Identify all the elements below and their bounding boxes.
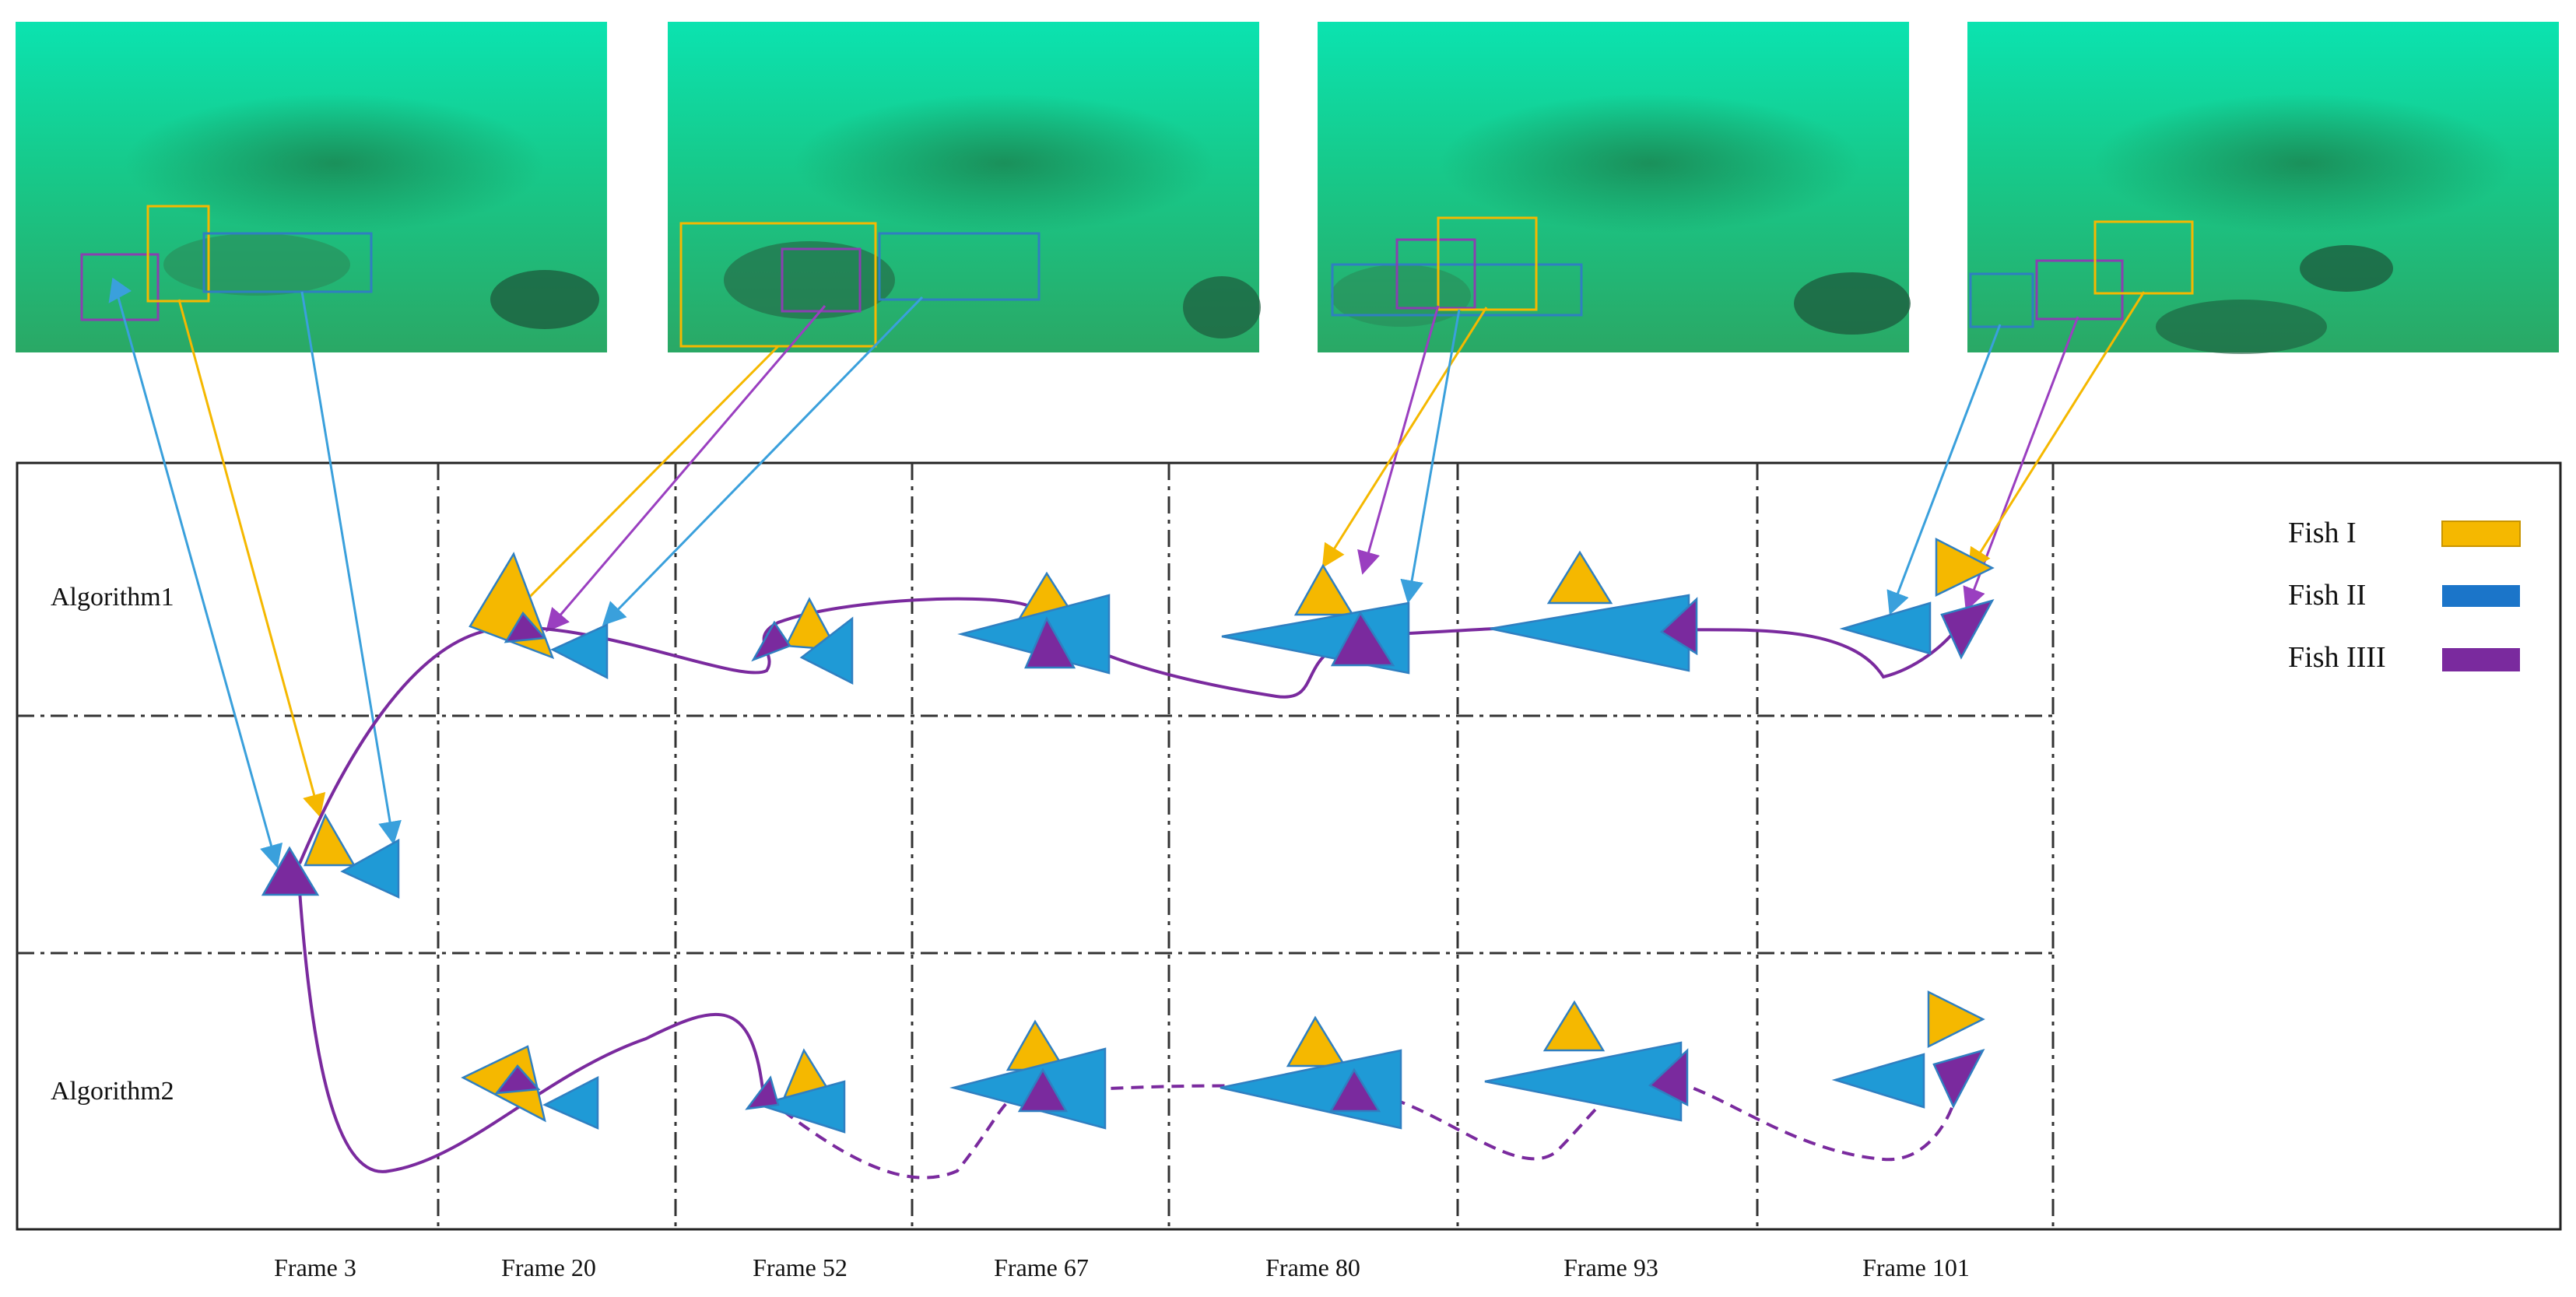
row-label-algorithm2: Algorithm2 [51, 1077, 174, 1106]
fish-ii-marker [340, 838, 400, 899]
snapshot-1 [16, 22, 607, 352]
row-label-algorithm1: Algorithm1 [51, 583, 174, 612]
grid-row-dividers [17, 714, 2055, 955]
frame-labels: Frame 3 Frame 20 Frame 52 Frame 67 Frame… [274, 1253, 1970, 1281]
mapping-arrows [108, 277, 2146, 868]
legend-label-fish-i: Fish I [2288, 517, 2357, 549]
snapshot-2 [668, 22, 1261, 352]
frame-label-80: Frame 80 [1265, 1253, 1360, 1281]
algorithm2-markers [461, 990, 1985, 1134]
frame-label-93: Frame 93 [1563, 1253, 1658, 1281]
frame-label-52: Frame 52 [753, 1253, 848, 1281]
snapshot-4 [1967, 22, 2559, 354]
snapshot-3 [1318, 22, 1911, 352]
frame-label-20: Frame 20 [501, 1253, 596, 1281]
legend-label-fish-ii: Fish II [2288, 579, 2366, 612]
grid-frame [16, 461, 2562, 1231]
grid-column-dividers [437, 463, 2055, 1229]
legend-swatch-fish-ii [2442, 585, 2520, 607]
frame3-markers [261, 813, 400, 899]
trajectory-algorithm2-solid [298, 890, 764, 1173]
frame-label-67: Frame 67 [994, 1253, 1089, 1281]
legend: Fish I Fish II Fish IIII [2288, 517, 2521, 674]
trajectory-algorithm1 [298, 597, 1963, 864]
frame-label-3: Frame 3 [274, 1253, 356, 1281]
algorithm1-markers [469, 537, 1995, 685]
legend-swatch-fish-i [2441, 521, 2521, 547]
fish-i-marker [304, 813, 356, 867]
frame-label-101: Frame 101 [1862, 1253, 1970, 1281]
legend-label-fish-iiii: Fish IIII [2288, 641, 2386, 674]
fish-iiii-marker [261, 846, 320, 896]
legend-swatch-fish-iiii [2442, 648, 2520, 671]
trajectory-algorithm2-dashed [765, 1078, 1959, 1180]
